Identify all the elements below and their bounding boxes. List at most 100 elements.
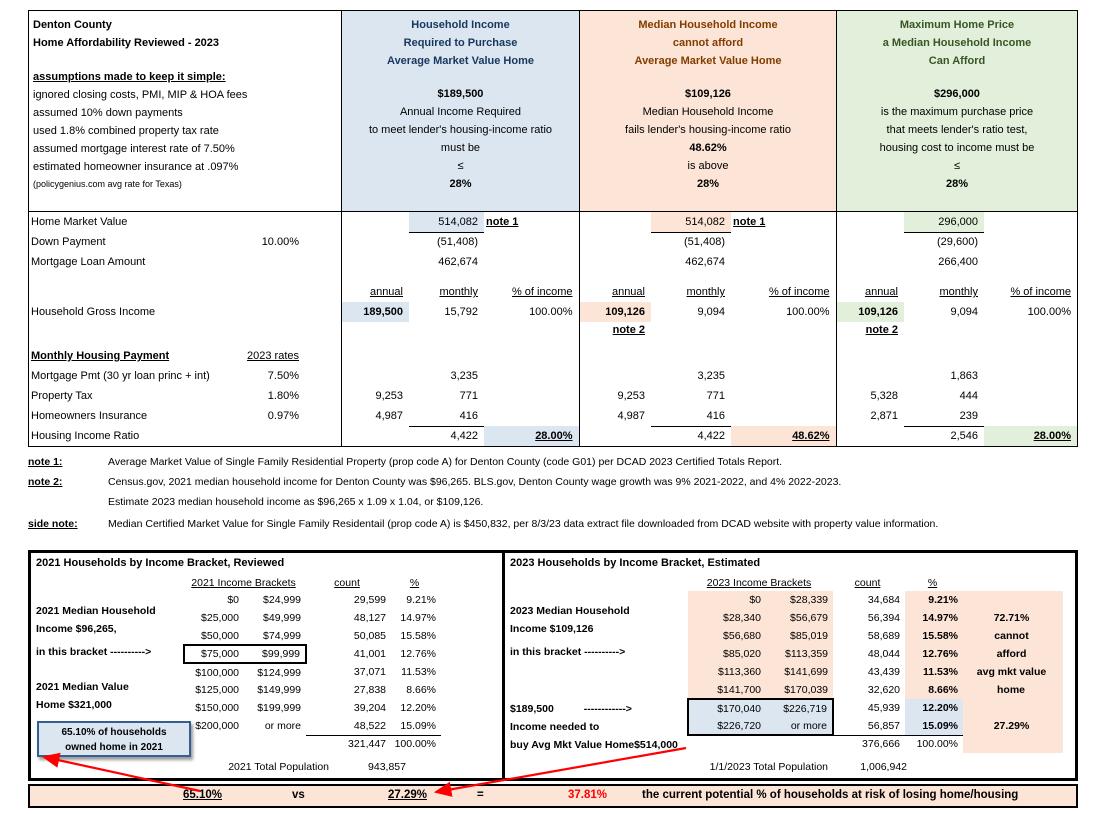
median-label: 2023 Median Household <box>510 605 630 617</box>
population-value: 1,006,942 <box>860 761 907 773</box>
cell-value: 100.00% <box>786 306 830 318</box>
header-row: Denton County Home Affordability Reviewe… <box>29 11 1077 212</box>
header-left: Denton County Home Affordability Reviewe… <box>29 11 341 211</box>
assumption-line: used 1.8% combined property tax rate <box>33 125 219 137</box>
sidenote-label: side note: <box>28 518 78 530</box>
col-text: fails lender's housing-income ratio <box>625 124 791 136</box>
cell-value: 4,422 <box>651 425 731 446</box>
bracket-row: $125,000 $149,999 27,838 8.66% <box>195 684 437 696</box>
row-label: Household Gross Income <box>31 306 156 318</box>
bracket-row: $100,000 $124,999 37,071 11.53% <box>195 666 437 679</box>
cell-value: 9,253 <box>578 386 651 406</box>
assumption-line: ignored closing costs, PMI, MIP & HOA fe… <box>33 89 248 101</box>
bracket-row: $50,000 $74,999 50,085 15.58% <box>201 629 437 643</box>
median-label: Income $96,265, <box>36 623 117 635</box>
col-text: Annual Income Required <box>399 106 522 118</box>
col-text: that meets lender's ratio test, <box>886 124 1028 136</box>
note1-label: note 1: <box>28 456 63 468</box>
cell-value: 462,674 <box>685 256 725 268</box>
cell-rate: 7.50% <box>267 370 299 382</box>
bracket-tables-section: 2021 Households by Income Bracket, Revie… <box>28 550 1078 781</box>
col-title: Required to Purchase <box>403 37 518 49</box>
ratio-threshold: 28% <box>696 178 720 190</box>
row-label: Homeowners Insurance <box>31 410 148 422</box>
bracket-pointer: in this bracket ----------> <box>36 646 152 658</box>
sheet-title: Denton County <box>33 19 112 31</box>
cannot-afford-pct: 72.71% <box>963 609 1064 627</box>
bracket-row: $113,360 $141,699 43,439 11.53% avg mkt valu… <box>688 663 1064 681</box>
bracket-row: $150,000 $199,999 39,204 12.20% <box>195 702 437 714</box>
population-label: 2021 Total Population <box>228 761 329 773</box>
cell-rate: 1.80% <box>267 390 299 402</box>
row-note2-refs: note 2 note 2 <box>29 322 1077 338</box>
note2-label: note 2: <box>28 476 63 488</box>
table-2023-title: 2023 Households by Income Bracket, Estim… <box>510 557 761 569</box>
bracket-row-median: $75,000 $99,999 41,001 12.76% <box>183 644 441 664</box>
col-title: cannot afford <box>672 37 744 49</box>
row-homeowners-insurance: Homeowners Insurance 0.97% 4,987 416 4,9… <box>29 406 1077 426</box>
row-gross-income: Household Gross Income 189,500 15,792 10… <box>29 302 1077 322</box>
cell-value: 2,871 <box>835 406 904 426</box>
vs-label: vs <box>292 789 305 801</box>
col-header-monthly: monthly <box>439 286 478 298</box>
cell-value: 9,094 <box>697 306 725 318</box>
col-text: to meet lender's housing-income ratio <box>368 124 553 136</box>
cell-value: 771 <box>459 390 478 402</box>
total-count: 321,447 <box>348 738 387 751</box>
side-note: side note: Median Certified Market Value… <box>28 517 1078 532</box>
bracket-pointer: in this bracket ----------> <box>510 646 626 658</box>
col-header-pct: % of income <box>511 286 573 298</box>
ratio-threshold: 28% <box>449 178 472 190</box>
note2-text: Estimate 2023 median household income as… <box>108 496 484 508</box>
cell-value: 109,126 <box>835 302 904 322</box>
median-value-label: 2021 Median Value <box>36 681 129 693</box>
table-2021-header: 2021 Income Brackets count % <box>184 575 441 591</box>
col-text: housing cost to income must be <box>879 142 1035 154</box>
cell-value: (51,408) <box>684 236 725 249</box>
table-2021-title: 2021 Households by Income Bracket, Revie… <box>36 557 285 569</box>
income-needed-label: $189,500 ------------> <box>510 703 632 715</box>
col-title: Household Income <box>411 19 510 31</box>
cell-value: 5,328 <box>835 386 904 406</box>
cell-value: 9,253 <box>340 386 409 406</box>
header-col-median-income: Median Household Income cannot afford Av… <box>579 11 836 211</box>
cell-ratio: 28.00% <box>484 426 579 446</box>
row-down-payment: Down Payment 10.00% (51,408) (51,408) (2… <box>29 232 1077 252</box>
owned-line: 65.10% of households <box>61 727 167 738</box>
table-2023-header: 2023 Income Brackets count % <box>688 575 1063 591</box>
bracket-row-median: $85,020 $113,359 48,044 12.76% afford <box>688 645 1064 663</box>
cell-value: 100.00% <box>1027 306 1071 318</box>
cell-value: 1,863 <box>950 370 978 382</box>
row-label: Down Payment <box>31 236 106 248</box>
col-header-annual: annual <box>340 282 409 302</box>
col-header-monthly: monthly <box>686 286 725 298</box>
col-header-count: count <box>334 577 360 589</box>
can-afford-pct: 27.29% <box>963 717 1064 735</box>
cell-value: 296,000 <box>904 212 984 233</box>
assumptions-heading: assumptions made to keep it simple: <box>33 71 226 83</box>
cell-value: 462,674 <box>438 256 478 268</box>
bracket-row: $0 $24,999 29,599 9.21% <box>227 594 437 606</box>
row-housing-payment-header: Monthly Housing Payment 2023 rates <box>29 346 1077 366</box>
cell-rate: 0.97% <box>267 410 299 422</box>
cell-value: 239 <box>959 409 978 422</box>
pane-2021: 2021 Households by Income Bracket, Revie… <box>31 553 505 778</box>
risk-summary-bar: 65.10% vs 27.29% = 37.81% the current po… <box>28 784 1078 808</box>
col-text: is the maximum purchase price <box>880 106 1034 118</box>
population-value: 943,857 <box>368 761 406 773</box>
assumption-line: assumed 10% down payments <box>33 107 183 119</box>
col-header-pct: % <box>927 577 938 589</box>
cell-value: 189,500 <box>340 302 409 322</box>
col-title: Median Household Income <box>638 19 778 31</box>
total-count: 376,666 <box>862 738 901 751</box>
note1-ref: note 1 <box>733 216 766 228</box>
cell-value: 4,422 <box>409 425 484 446</box>
cell-value: 266,400 <box>938 256 978 268</box>
row-label: Housing Income Ratio <box>31 430 140 442</box>
cell-value: 514,082 <box>651 212 731 233</box>
total-row: 321,447 100.00% <box>184 735 441 753</box>
row-label: Mortgage Loan Amount <box>31 256 146 268</box>
cell-value: 514,082 <box>409 212 484 233</box>
ratio-threshold: 28% <box>945 178 969 190</box>
bracket-row: $141,700 $170,039 32,620 8.66% home <box>688 681 1064 699</box>
